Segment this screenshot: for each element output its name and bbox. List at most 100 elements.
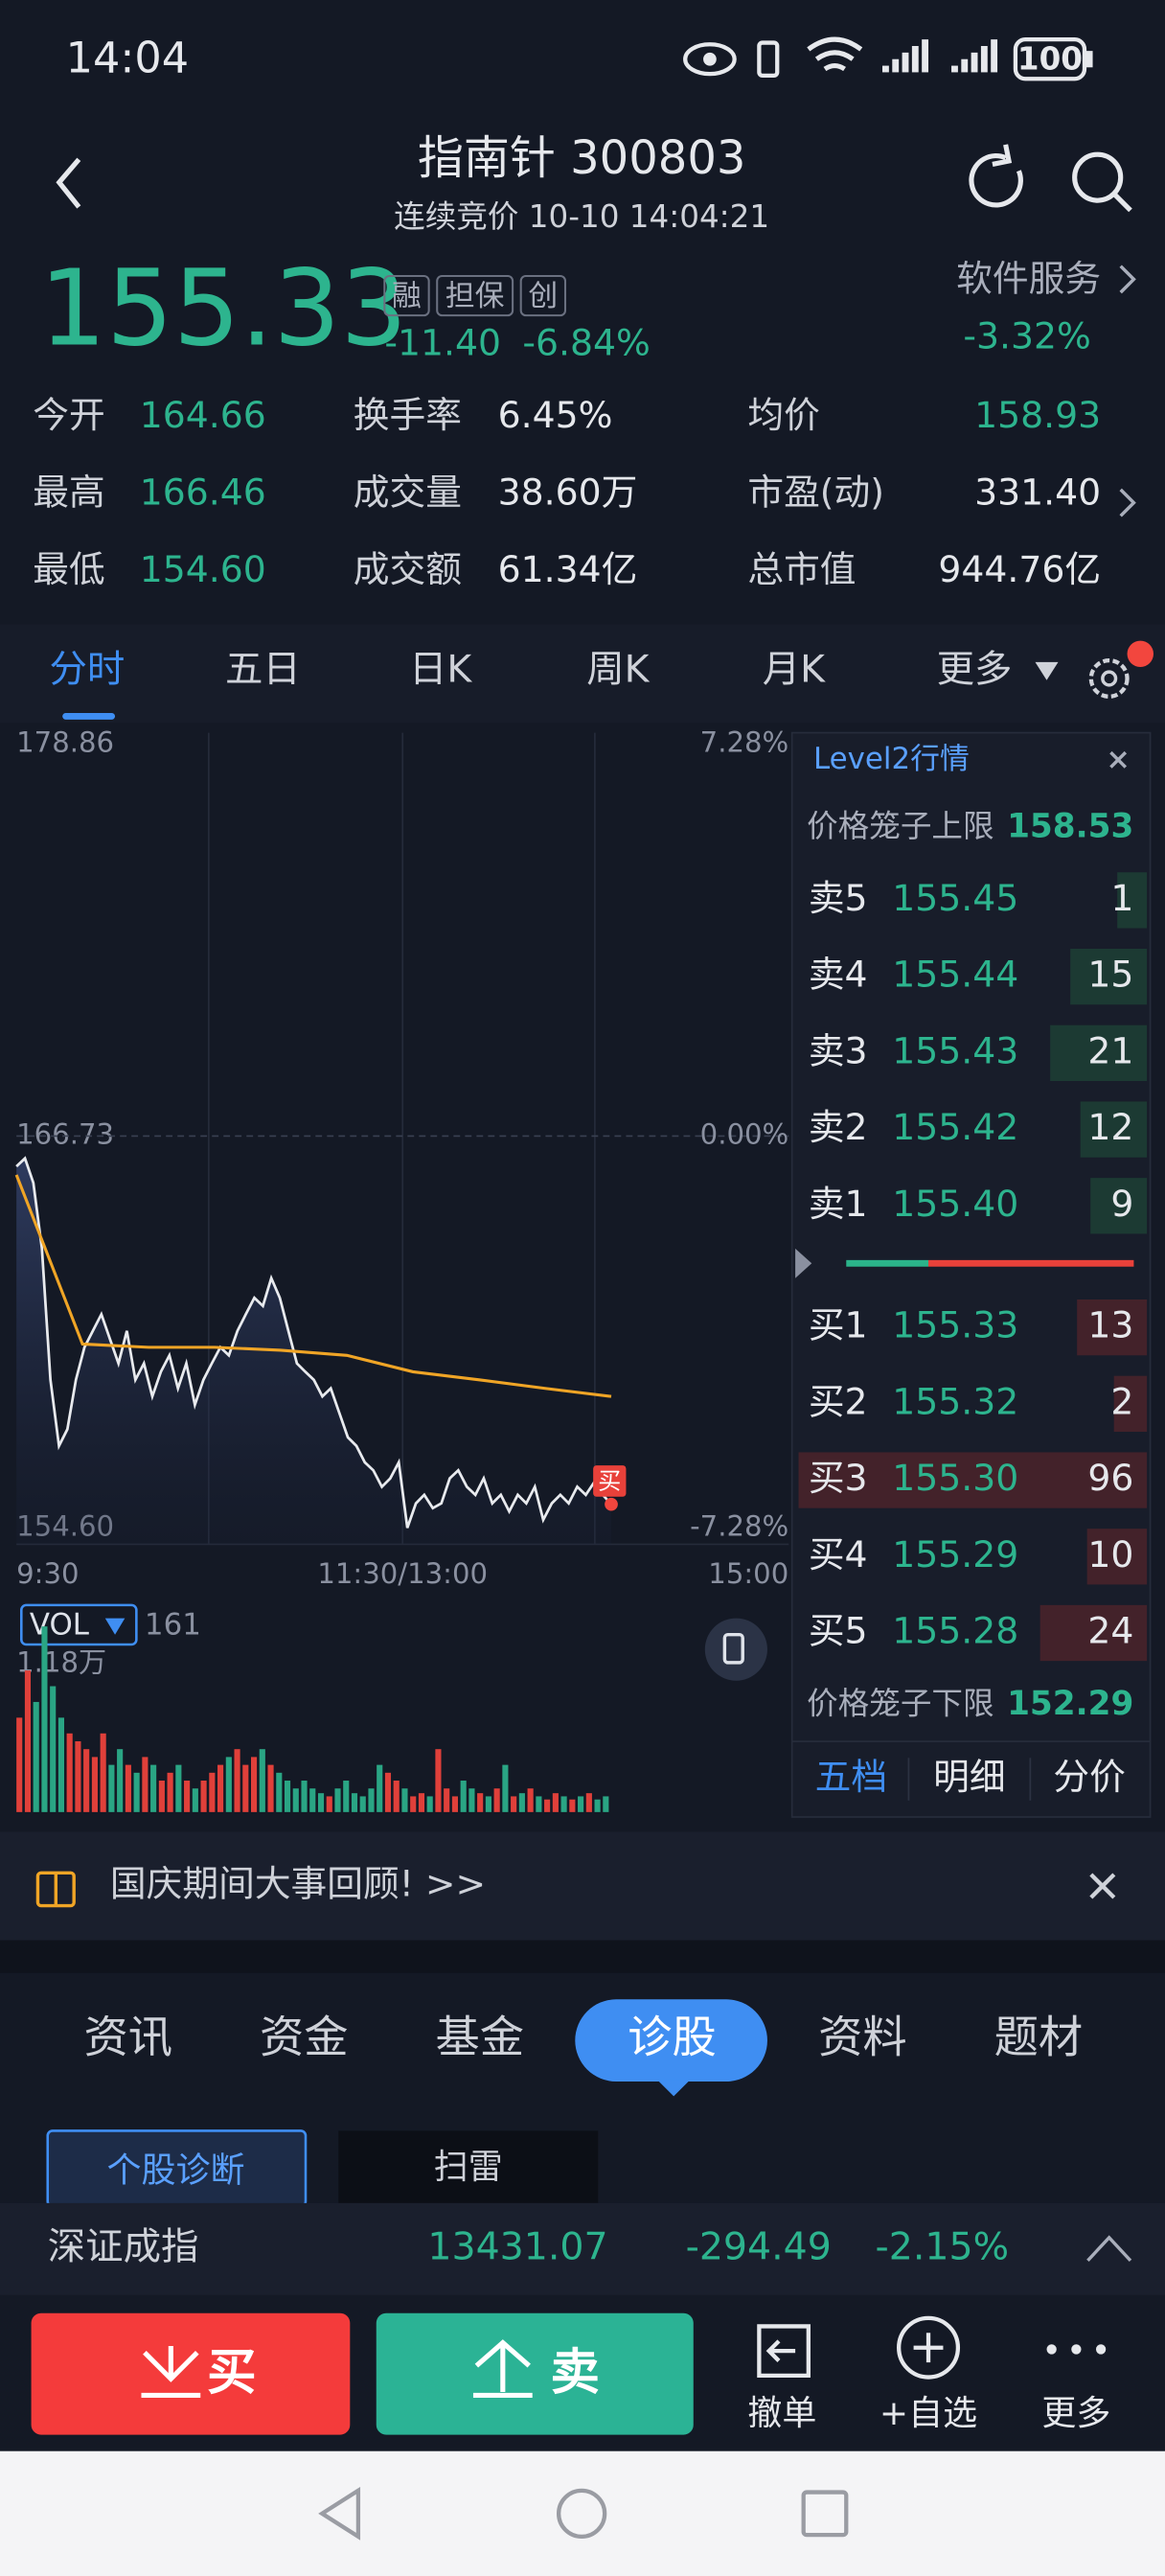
volume-bar (485, 1796, 491, 1812)
depth-bar (798, 1452, 1148, 1508)
price-area (16, 1158, 612, 1545)
nav-recent[interactable] (801, 2490, 849, 2538)
depth-bar (1117, 872, 1148, 929)
volume-bar (184, 1781, 191, 1812)
battery-level: 100 (1017, 40, 1083, 77)
level2-tab[interactable]: 分价 (1053, 1756, 1125, 1798)
price-change: -11.40 (384, 322, 501, 364)
volume-bar (451, 1796, 458, 1812)
volume-bar (317, 1793, 325, 1812)
average-line (14, 1174, 612, 1398)
search-button[interactable] (1072, 151, 1124, 203)
volume-bar (418, 1793, 425, 1812)
volume-bar (343, 1781, 350, 1812)
book-price: 155.42 (892, 1106, 1018, 1148)
refresh-button[interactable] (969, 144, 1023, 208)
book-qty: 21 (1087, 1029, 1133, 1071)
sell-button[interactable] (376, 2312, 694, 2435)
volume-bar (133, 1772, 140, 1812)
section-tab[interactable]: 基金 (436, 2012, 525, 2063)
buy-button[interactable] (31, 2312, 351, 2435)
volume-bar (33, 1701, 39, 1812)
depth-bar (1070, 949, 1148, 1005)
level2-tab[interactable]: 明细 (933, 1756, 1005, 1798)
action-tool[interactable]: +自选 (879, 2394, 977, 2433)
book-qty: 1 (1110, 877, 1133, 919)
tag-box (436, 274, 514, 317)
vol-box[interactable] (20, 1603, 138, 1646)
book-price: 155.44 (892, 954, 1018, 996)
volume-bar (267, 1764, 274, 1812)
sub-tab-bg (338, 2130, 599, 2203)
chart-tab[interactable]: 五日 (225, 648, 301, 692)
chart-tab[interactable]: 日K (409, 648, 472, 692)
stat-value: 944.76亿 (938, 548, 1101, 590)
battery-icon (1013, 37, 1087, 81)
action-tool[interactable]: 撤单 (747, 2394, 816, 2433)
book-toggle[interactable] (795, 1248, 812, 1278)
buy-icon (141, 2346, 201, 2398)
book-qty: 24 (1087, 1610, 1133, 1652)
level2-title: Level2行情 (813, 742, 970, 776)
volume-bar (225, 1757, 232, 1812)
trade-status: 连续竞价 10-10 14:04:21 (394, 198, 769, 235)
sub-tab[interactable]: 扫雷 (434, 2148, 503, 2187)
section-tab[interactable]: 资金 (260, 2012, 349, 2063)
banner-text[interactable]: 国庆期间大事回顾! >> (110, 1863, 486, 1905)
rotate-button[interactable] (704, 1618, 767, 1681)
volume-bar (493, 1788, 500, 1812)
volume-bar (468, 1788, 475, 1812)
price-cage-lower-label: 价格笼子下限 (807, 1685, 994, 1721)
last-point (605, 1497, 618, 1511)
back-button[interactable] (56, 157, 81, 209)
section-tab[interactable]: 资讯 (83, 2012, 172, 2063)
banner-close[interactable] (1089, 1873, 1116, 1899)
chart-tab[interactable]: 更多 (937, 648, 1013, 692)
section-tab[interactable]: 题材 (994, 2012, 1084, 2063)
book-price: 155.40 (892, 1183, 1018, 1225)
volume-bar (209, 1772, 216, 1812)
depth-bar (1113, 1375, 1148, 1432)
section-tab[interactable]: 资料 (818, 2012, 907, 2063)
sub-tab[interactable]: 个股诊断 (106, 2150, 244, 2190)
settings-button[interactable] (1088, 658, 1130, 699)
chart-tab[interactable]: 月K (763, 648, 826, 692)
volume-bar (426, 1796, 433, 1812)
sector-arrow[interactable] (1119, 264, 1136, 294)
book-qty: 13 (1087, 1304, 1133, 1346)
action-tool[interactable]: 更多 (1041, 2394, 1110, 2433)
book-price: 155.28 (892, 1610, 1018, 1652)
watch-icon (897, 2315, 961, 2380)
more-caret (1035, 661, 1059, 680)
nav-back[interactable] (318, 2486, 361, 2541)
chart-tab[interactable]: 分时 (49, 648, 125, 692)
settings-dot (1101, 670, 1118, 687)
chart-tab[interactable]: 周K (586, 648, 650, 692)
buy-marker: 买 (598, 1467, 621, 1494)
pe-arrow (1119, 488, 1136, 518)
sell-icon (472, 2339, 533, 2398)
depth-bar (1090, 1178, 1148, 1234)
y2-tick-label: 0.00% (700, 1117, 789, 1150)
volume-bar (125, 1764, 131, 1812)
volume-bar (158, 1781, 165, 1812)
book-qty: 2 (1110, 1380, 1133, 1422)
volume-bar (536, 1796, 542, 1812)
index-expand[interactable] (1086, 2235, 1132, 2263)
volume-bar (250, 1757, 258, 1812)
stat-label: 最低 (33, 548, 104, 590)
volume-bar (393, 1781, 400, 1812)
clock: 14:04 (66, 33, 189, 82)
level2-close[interactable] (1109, 750, 1128, 769)
depth-bar (1039, 1604, 1148, 1662)
volume-bar (326, 1796, 332, 1812)
level2-tab[interactable]: 五档 (815, 1756, 887, 1798)
volume-bar (57, 1717, 64, 1812)
stat-label: 总市值 (747, 548, 856, 590)
section-tab[interactable]: 诊股 (628, 2012, 717, 2063)
nav-home[interactable] (556, 2488, 607, 2539)
signal-bar (892, 58, 900, 73)
x-tick-label: 15:00 (708, 1557, 788, 1590)
book-level: 买2 (809, 1380, 868, 1422)
